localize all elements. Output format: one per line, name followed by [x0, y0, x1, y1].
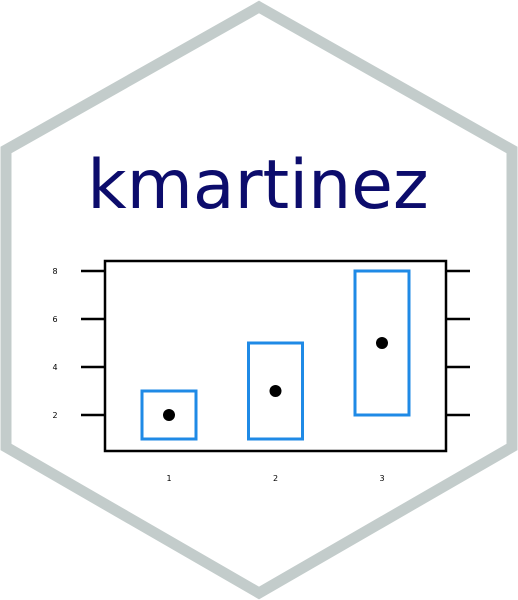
box-2 — [247, 341, 304, 441]
point-2 — [269, 385, 282, 397]
y-tick-label: 4 — [52, 363, 57, 372]
box-1 — [140, 389, 198, 441]
plot-frame — [103, 259, 448, 453]
logo-title: kmartinez — [87, 146, 428, 225]
box-3 — [353, 269, 411, 417]
x-tick-label: 1 — [166, 474, 171, 483]
point-1 — [163, 409, 175, 421]
y-tick-label: 8 — [52, 267, 57, 276]
x-tick-label: 2 — [273, 474, 278, 483]
x-tick-label: 3 — [379, 474, 384, 483]
point-3 — [376, 337, 388, 349]
y-tick-label: 6 — [52, 315, 57, 324]
y-tick-label: 2 — [52, 411, 57, 420]
chart-marks: 2 4 6 8 1 2 3 — [52, 267, 470, 483]
